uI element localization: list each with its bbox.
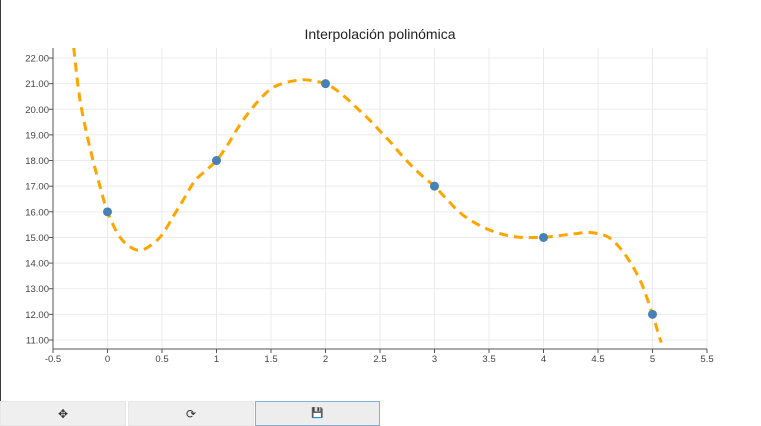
data-point (103, 207, 112, 217)
reset-view-button[interactable]: ⟳ (128, 401, 254, 426)
move-icon: ✥ (57, 406, 69, 421)
x-tick-label: 4.5 (591, 354, 604, 365)
y-tick-label: 20.00 (25, 105, 49, 116)
x-tick-label: 3 (432, 354, 437, 365)
chart-toolbar: ✥ ⟳ 💾 (0, 401, 380, 426)
y-tick-label: 16.00 (25, 207, 49, 218)
data-point (321, 79, 330, 89)
x-tick-label: 0.5 (155, 354, 168, 365)
y-tick-label: 19.00 (25, 130, 49, 141)
x-tick-label: 1.5 (264, 354, 277, 365)
x-tick-label: 5.5 (700, 354, 713, 365)
pan-button[interactable]: ✥ (0, 401, 126, 426)
refresh-icon: ⟳ (185, 406, 197, 421)
x-tick-label: 2.5 (373, 354, 386, 365)
y-tick-label: 22.00 (25, 54, 49, 65)
y-tick-label: 17.00 (25, 182, 49, 193)
interpolation-curve (72, 48, 663, 344)
data-point (430, 181, 439, 191)
y-tick-label: 14.00 (25, 259, 49, 270)
x-tick-label: 4 (541, 354, 546, 365)
chart: Interpolación polinómica -0.5 0 0.5 1 1.5 2 2.5… (25, 26, 713, 365)
data-point (212, 156, 221, 166)
save-image-button[interactable]: 💾 (255, 401, 380, 426)
data-point (648, 309, 657, 319)
x-tick-label: 0 (105, 354, 110, 365)
x-tick-label: 5 (650, 354, 655, 365)
chart-title: Interpolación polinómica (305, 26, 456, 42)
y-tick-label: 12.00 (25, 310, 49, 321)
x-tick-label: 3.5 (482, 354, 495, 365)
y-tick-label: 18.00 (25, 156, 49, 167)
data-point (539, 232, 548, 242)
window-left-border (0, 0, 1, 426)
x-tick-label: 2 (323, 354, 328, 365)
x-tick-label: 1 (214, 354, 219, 365)
y-tick-label: 13.00 (25, 284, 49, 295)
y-tick-label: 21.00 (25, 79, 49, 90)
y-tick-label: 15.00 (25, 233, 49, 244)
save-icon: 💾 (311, 408, 324, 419)
x-tick-label: -0.5 (45, 354, 61, 365)
y-tick-label: 11.00 (26, 336, 49, 347)
